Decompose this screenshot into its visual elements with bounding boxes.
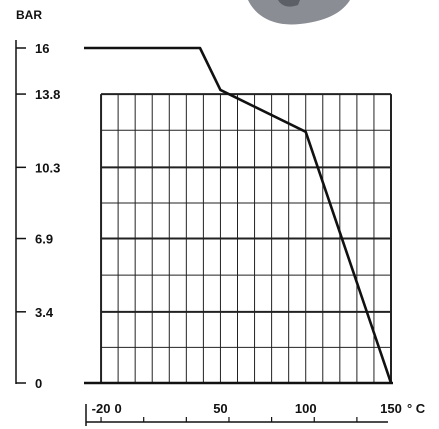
y-tick-label: 0 [35,376,42,391]
y-tick-label: 6.9 [35,232,53,247]
x-tick-label: 150 [380,401,402,416]
series-group [83,46,393,384]
x-tick-label: 50 [213,401,227,416]
x-tick-label: 0 [114,401,121,416]
x-tick-label: 100 [295,401,317,416]
y-tick-label: 3.4 [35,305,54,320]
x-tick-label: -20 [92,401,111,416]
grid [100,93,392,383]
y-tick-label: 10.3 [35,160,60,175]
y-tick-label: 16 [35,41,49,56]
x-unit-label: ° C [407,401,426,416]
device-photo-fragment [248,0,350,25]
y-axis: 16 13.8 10.3 6.9 3.4 0 [15,40,60,391]
y-unit-label: BAR [16,8,42,22]
y-tick-label: 13.8 [35,87,60,102]
x-axis: -20 0 50 100 150 ° C [84,381,426,426]
